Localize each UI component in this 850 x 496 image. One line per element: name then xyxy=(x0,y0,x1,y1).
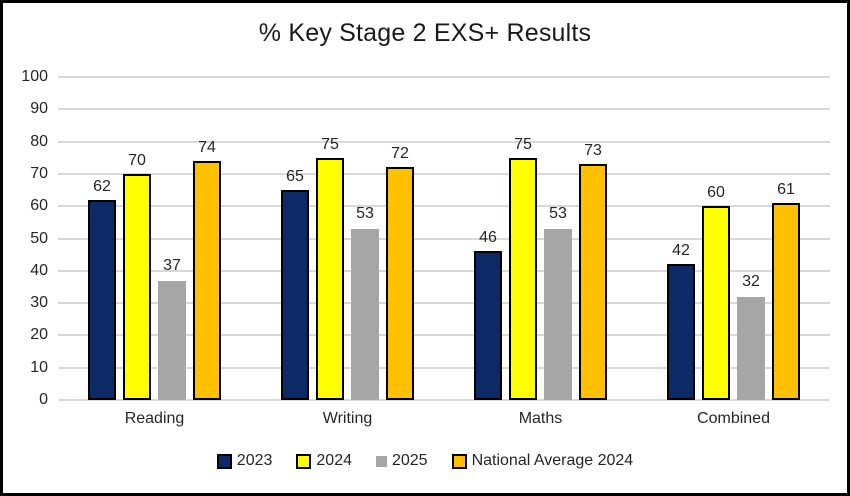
y-tick-label: 90 xyxy=(30,100,48,118)
bar-2023-maths: 46 xyxy=(474,230,502,400)
legend-item-2023: 2023 xyxy=(216,452,273,469)
plot-area: 62 70 37 74 65 75 53 72 46 75 53 73 42 60 32 61 xyxy=(58,76,830,401)
bar-2023-combined: 42 xyxy=(667,243,695,400)
bar-2024-combined: 60 xyxy=(702,185,730,400)
bar-2024-reading: 70 xyxy=(123,152,151,400)
bar-2025-maths: 53 xyxy=(544,205,572,400)
bar-2023-reading: 62 xyxy=(88,178,116,400)
bar-group-writing: 65 75 53 72 xyxy=(251,77,444,400)
bar-value-label: 53 xyxy=(549,204,567,222)
bar-value-label: 53 xyxy=(356,204,374,222)
y-tick-label: 20 xyxy=(30,326,48,344)
bar-2025-writing: 53 xyxy=(351,205,379,400)
gridline xyxy=(58,366,830,369)
bar-2024-writing: 75 xyxy=(316,136,344,400)
bar-2024-maths: 75 xyxy=(509,136,537,400)
bar-group-combined: 42 60 32 61 xyxy=(637,77,830,400)
gridline xyxy=(58,108,830,111)
gridline xyxy=(58,237,830,240)
bar-value-label: 72 xyxy=(391,145,409,163)
y-tick-label: 70 xyxy=(30,164,48,182)
legend-swatch-icon xyxy=(375,455,387,467)
bar-national-average-2024-maths: 73 xyxy=(579,143,607,400)
y-tick-label: 30 xyxy=(30,294,48,312)
y-tick-label: 80 xyxy=(30,132,48,150)
x-axis: Reading Writing Maths Combined xyxy=(58,410,830,428)
y-tick-label: 100 xyxy=(21,68,48,85)
gridline xyxy=(58,399,830,401)
gridline xyxy=(58,302,830,305)
gridline xyxy=(58,140,830,143)
gridline xyxy=(58,172,830,175)
gridline xyxy=(58,76,830,78)
bar-value-label: 70 xyxy=(128,151,146,169)
legend-item-2025: 2025 xyxy=(375,452,428,469)
bar-value-label: 75 xyxy=(321,135,339,153)
bar-value-label: 75 xyxy=(514,135,532,153)
gridline xyxy=(58,334,830,337)
chart-title: % Key Stage 2 EXS+ Results xyxy=(258,19,592,47)
bar-2025-reading: 37 xyxy=(158,257,186,400)
legend-label: 2025 xyxy=(391,452,428,469)
bar-value-label: 60 xyxy=(707,184,725,202)
bar-2023-writing: 65 xyxy=(281,169,309,400)
bar-national-average-2024-writing: 72 xyxy=(386,146,414,400)
x-category-label-writing: Writing xyxy=(322,410,373,427)
gridline xyxy=(58,269,830,272)
y-tick-label: 40 xyxy=(30,261,48,279)
legend: 2023 2024 2025 National Average 2024 xyxy=(3,453,847,469)
legend-item-2024: 2024 xyxy=(296,453,352,469)
bar-group-maths: 46 75 53 73 xyxy=(444,77,637,400)
bar-group-reading: 62 70 37 74 xyxy=(58,77,251,400)
legend-swatch-icon xyxy=(451,453,467,469)
bar-value-label: 74 xyxy=(198,138,216,156)
y-tick-label: 0 xyxy=(39,391,48,408)
gridline xyxy=(58,205,830,208)
bar-value-label: 37 xyxy=(163,256,181,274)
bar-value-label: 32 xyxy=(742,272,760,290)
x-category-label-reading: Reading xyxy=(124,410,185,427)
y-tick-label: 60 xyxy=(30,197,48,215)
bar-2025-combined: 32 xyxy=(737,273,765,400)
x-category-label-combined: Combined xyxy=(697,410,770,427)
bar-groups: 62 70 37 74 65 75 53 72 46 75 53 73 42 60 32 61 xyxy=(58,77,830,400)
y-tick-label: 10 xyxy=(30,358,48,376)
bar-national-average-2024-combined: 61 xyxy=(772,181,800,400)
legend-label: 2024 xyxy=(316,452,352,469)
bar-value-label: 61 xyxy=(777,180,795,198)
legend-item-national-average-2024: National Average 2024 xyxy=(451,452,634,469)
bar-value-label: 73 xyxy=(584,142,602,160)
legend-swatch-icon xyxy=(216,453,232,469)
legend-swatch-icon xyxy=(296,453,312,469)
y-tick-label: 50 xyxy=(30,229,48,247)
bar-value-label: 46 xyxy=(479,229,497,247)
y-axis: 0 10 20 30 40 50 60 70 80 90 100 xyxy=(3,69,48,408)
legend-label: 2023 xyxy=(236,452,273,469)
bar-value-label: 42 xyxy=(672,242,690,260)
bar-national-average-2024-reading: 74 xyxy=(193,139,221,400)
legend-label: National Average 2024 xyxy=(471,452,634,469)
bar-value-label: 65 xyxy=(286,168,304,186)
x-category-label-maths: Maths xyxy=(518,410,563,427)
bar-value-label: 62 xyxy=(93,177,111,195)
